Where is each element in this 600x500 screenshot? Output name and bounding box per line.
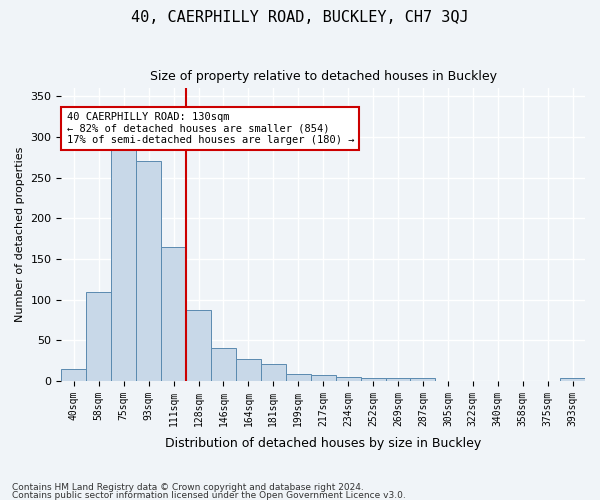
Bar [161,247,186,381]
Bar [261,364,286,381]
Bar [86,292,111,381]
Bar [61,368,86,381]
Bar [410,378,436,381]
Text: Contains HM Land Registry data © Crown copyright and database right 2024.: Contains HM Land Registry data © Crown c… [12,483,364,492]
Text: 40 CAERPHILLY ROAD: 130sqm
← 82% of detached houses are smaller (854)
17% of sem: 40 CAERPHILLY ROAD: 130sqm ← 82% of deta… [67,112,354,145]
Bar [111,144,136,381]
Bar [136,162,161,381]
Text: Contains public sector information licensed under the Open Government Licence v3: Contains public sector information licen… [12,490,406,500]
Title: Size of property relative to detached houses in Buckley: Size of property relative to detached ho… [150,70,497,83]
Bar [311,375,335,381]
Y-axis label: Number of detached properties: Number of detached properties [15,147,25,322]
Bar [560,378,585,381]
Bar [386,378,410,381]
Bar [286,374,311,381]
Text: 40, CAERPHILLY ROAD, BUCKLEY, CH7 3QJ: 40, CAERPHILLY ROAD, BUCKLEY, CH7 3QJ [131,10,469,25]
X-axis label: Distribution of detached houses by size in Buckley: Distribution of detached houses by size … [165,437,481,450]
Bar [361,378,386,381]
Bar [186,310,211,381]
Bar [211,348,236,381]
Bar [236,359,261,381]
Bar [335,377,361,381]
